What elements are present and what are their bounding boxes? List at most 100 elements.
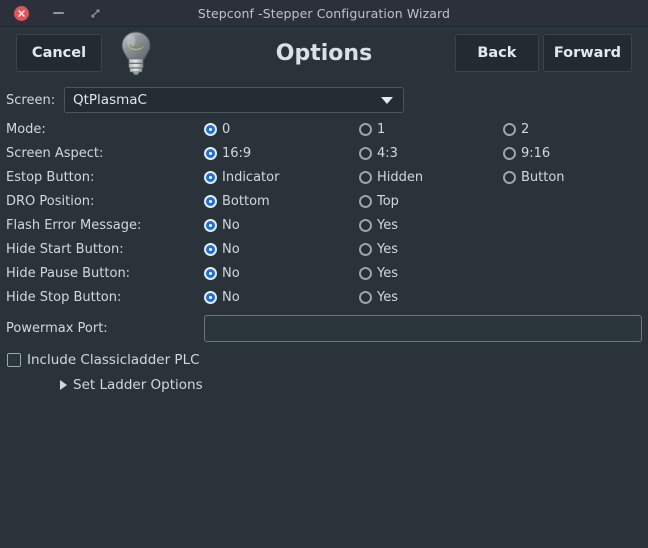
mode-option-1-label: 1 — [377, 121, 386, 137]
include-classicladder-plc-label: Include Classicladder PLC — [27, 352, 200, 368]
hide-pause-button-option-0[interactable]: No — [204, 266, 359, 281]
triangle-right-icon — [60, 380, 67, 390]
mode-option-2-label: 2 — [521, 121, 530, 137]
close-button[interactable] — [14, 5, 29, 21]
radio-icon — [503, 170, 516, 184]
hide-stop-button-label: Hide Stop Button: — [6, 289, 122, 305]
hide-start-button-option-0[interactable]: No — [204, 242, 359, 257]
radio-icon — [204, 170, 217, 184]
radio-icon — [204, 290, 217, 304]
dro-position-option-0-label: Bottom — [222, 193, 270, 209]
screen-aspect-option-2-label: 9:16 — [521, 145, 551, 161]
estop-button-option-1-label: Hidden — [377, 169, 424, 185]
maximize-button[interactable] — [88, 6, 103, 21]
radio-icon — [503, 122, 516, 136]
hide-stop-button-option-1[interactable]: Yes — [359, 290, 503, 305]
screen-select[interactable]: QtPlasmaC — [64, 87, 404, 113]
screen-aspect-option-1[interactable]: 4:3 — [359, 146, 503, 161]
flash-error-message-row: Flash Error Message: No Yes — [0, 213, 648, 237]
radio-icon — [503, 146, 516, 160]
checkbox-icon — [7, 353, 21, 367]
hide-start-button-label: Hide Start Button: — [6, 241, 124, 257]
hide-start-button-option-1-label: Yes — [377, 241, 398, 257]
set-ladder-options-expander[interactable]: Set Ladder Options — [0, 374, 648, 396]
mode-option-0[interactable]: 0 — [204, 122, 359, 137]
flash-error-message-label: Flash Error Message: — [6, 217, 142, 233]
radio-icon — [204, 146, 217, 160]
maximize-restore-icon — [90, 8, 101, 19]
radio-icon — [204, 242, 217, 256]
dro-position-option-1[interactable]: Top — [359, 194, 503, 209]
screen-aspect-option-1-label: 4:3 — [377, 145, 398, 161]
hide-stop-button-option-0[interactable]: No — [204, 290, 359, 305]
radio-icon — [359, 266, 372, 280]
lightbulb-icon — [116, 29, 156, 77]
radio-icon — [359, 170, 372, 184]
minimize-button[interactable] — [51, 6, 66, 21]
forward-button[interactable]: Forward — [542, 34, 632, 72]
estop-button-option-1[interactable]: Hidden — [359, 170, 503, 185]
chevron-down-icon — [381, 96, 393, 104]
screen-select-value: QtPlasmaC — [73, 92, 147, 108]
hide-start-button-option-0-label: No — [222, 241, 240, 257]
screen-aspect-row: Screen Aspect: 16:9 4:3 9:16 — [0, 141, 648, 165]
hide-stop-button-row: Hide Stop Button: No Yes — [0, 285, 648, 309]
radio-icon — [204, 266, 217, 280]
back-button[interactable]: Back — [454, 34, 539, 72]
powermax-port-input[interactable] — [204, 314, 642, 342]
screen-aspect-label: Screen Aspect: — [6, 145, 104, 161]
estop-button-option-0[interactable]: Indicator — [204, 170, 359, 185]
flash-error-message-option-1[interactable]: Yes — [359, 218, 503, 233]
cancel-button[interactable]: Cancel — [16, 34, 102, 72]
radio-icon — [359, 242, 372, 256]
hide-pause-button-option-1-label: Yes — [377, 265, 398, 281]
screen-row: Screen: QtPlasmaC — [0, 85, 648, 115]
screen-aspect-option-0-label: 16:9 — [222, 145, 252, 161]
radio-icon — [359, 194, 372, 208]
radio-icon — [359, 122, 372, 136]
estop-button-option-0-label: Indicator — [222, 169, 280, 185]
hide-pause-button-option-0-label: No — [222, 265, 240, 281]
set-ladder-options-label: Set Ladder Options — [73, 377, 203, 393]
hide-stop-button-option-1-label: Yes — [377, 289, 398, 305]
header-nav-buttons: Back Forward — [454, 34, 632, 72]
window-titlebar: Stepconf -Stepper Configuration Wizard — [0, 0, 648, 27]
dro-position-option-0[interactable]: Bottom — [204, 194, 359, 209]
mode-option-0-label: 0 — [222, 121, 231, 137]
screen-label: Screen: — [6, 92, 56, 108]
radio-icon — [359, 218, 372, 232]
minimize-icon — [53, 12, 64, 14]
wizard-header: Cancel O — [0, 27, 648, 79]
radio-icon — [359, 146, 372, 160]
radio-icon — [204, 194, 217, 208]
dro-position-label: DRO Position: — [6, 193, 95, 209]
estop-button-label: Estop Button: — [6, 169, 95, 185]
mode-label: Mode: — [6, 121, 46, 137]
estop-button-row: Estop Button: Indicator Hidden Button — [0, 165, 648, 189]
dro-position-row: DRO Position: Bottom Top — [0, 189, 648, 213]
radio-icon — [359, 290, 372, 304]
include-classicladder-plc-checkbox[interactable]: Include Classicladder PLC — [0, 349, 648, 371]
powermax-port-label: Powermax Port: — [6, 320, 108, 336]
mode-option-2[interactable]: 2 — [503, 122, 643, 137]
window-controls — [0, 5, 103, 21]
flash-error-message-option-0-label: No — [222, 217, 240, 233]
hide-start-button-row: Hide Start Button: No Yes — [0, 237, 648, 261]
hide-start-button-option-1[interactable]: Yes — [359, 242, 503, 257]
flash-error-message-option-1-label: Yes — [377, 217, 398, 233]
screen-aspect-option-0[interactable]: 16:9 — [204, 146, 359, 161]
hide-stop-button-option-0-label: No — [222, 289, 240, 305]
dro-position-option-1-label: Top — [377, 193, 399, 209]
close-icon — [14, 5, 29, 21]
hide-pause-button-label: Hide Pause Button: — [6, 265, 131, 281]
flash-error-message-option-0[interactable]: No — [204, 218, 359, 233]
estop-button-option-2-label: Button — [521, 169, 565, 185]
powermax-port-row: Powermax Port: — [0, 312, 648, 344]
radio-icon — [204, 122, 217, 136]
mode-option-1[interactable]: 1 — [359, 122, 503, 137]
hide-pause-button-row: Hide Pause Button: No Yes — [0, 261, 648, 285]
hide-pause-button-option-1[interactable]: Yes — [359, 266, 503, 281]
options-form: Screen: QtPlasmaC Mode: 0 1 2 Screen Asp… — [0, 79, 648, 396]
estop-button-option-2[interactable]: Button — [503, 170, 643, 185]
screen-aspect-option-2[interactable]: 9:16 — [503, 146, 643, 161]
